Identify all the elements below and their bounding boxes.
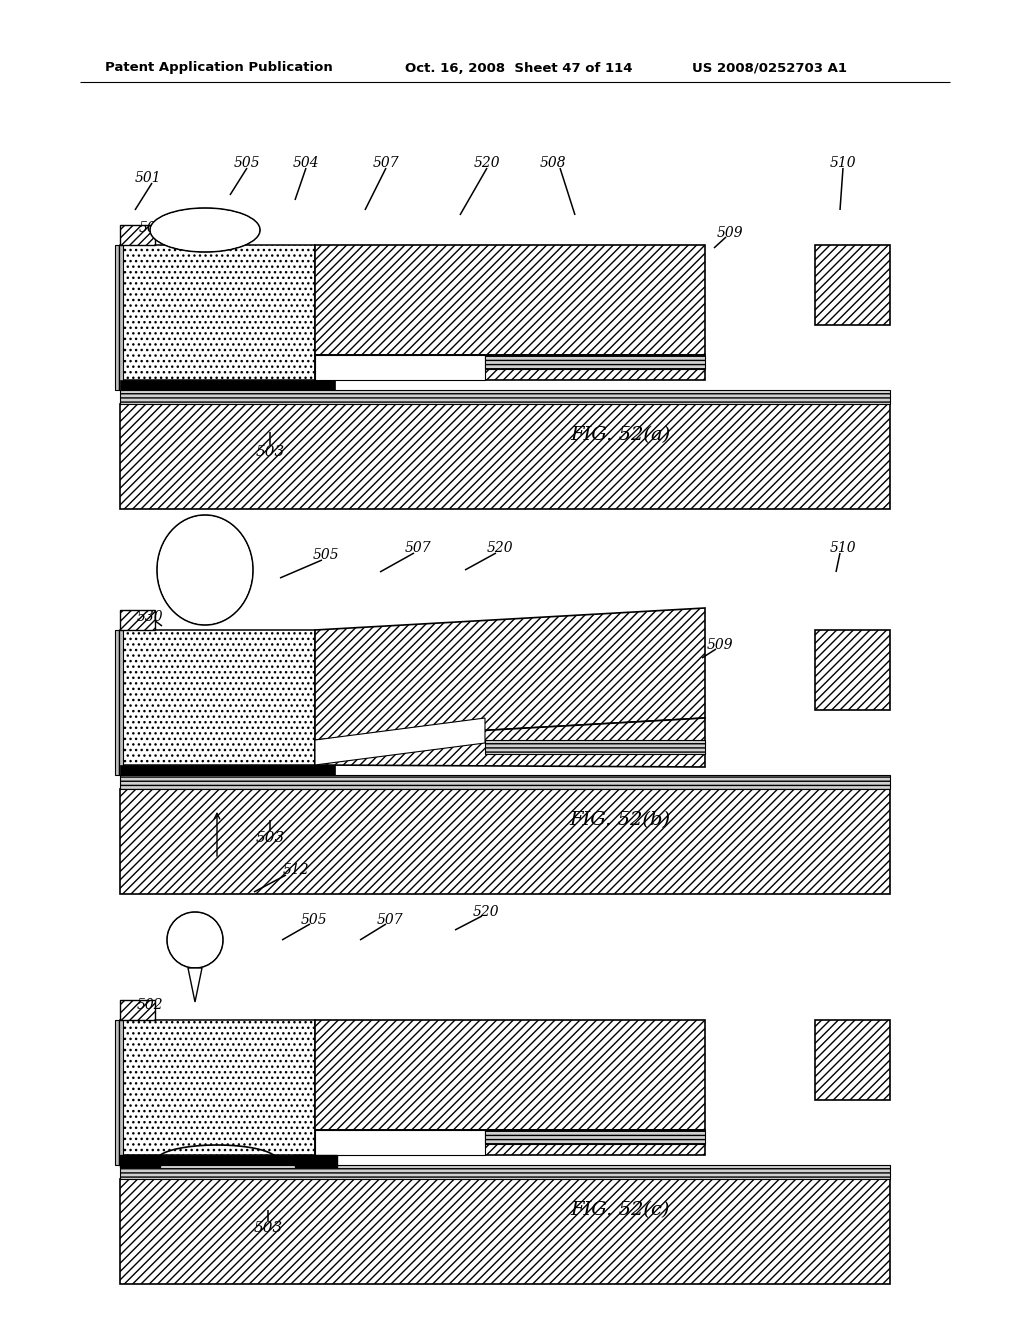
Text: 502: 502	[138, 220, 165, 235]
Bar	[815, 246, 890, 325]
Bar	[815, 630, 890, 710]
Bar	[120, 1179, 890, 1284]
Text: FIG. 52(c): FIG. 52(c)	[570, 1201, 670, 1218]
Text: FIG. 52(a): FIG. 52(a)	[570, 426, 670, 444]
Text: 503: 503	[253, 1221, 283, 1236]
Bar	[120, 389, 890, 404]
Ellipse shape	[150, 209, 260, 252]
Bar	[315, 355, 485, 380]
Bar	[120, 1155, 160, 1167]
Bar	[485, 355, 705, 370]
Bar	[115, 1020, 123, 1166]
Text: 510: 510	[829, 156, 856, 170]
Text: 507: 507	[373, 156, 399, 170]
Text: Oct. 16, 2008  Sheet 47 of 114: Oct. 16, 2008 Sheet 47 of 114	[406, 62, 633, 74]
Bar	[120, 1166, 890, 1179]
Bar	[485, 1130, 705, 1144]
Ellipse shape	[158, 516, 252, 624]
Bar	[120, 224, 155, 246]
Text: 520: 520	[474, 156, 501, 170]
Bar	[120, 1001, 155, 1020]
Bar	[315, 1130, 485, 1155]
Text: 503: 503	[255, 832, 285, 845]
Text: 530: 530	[136, 610, 163, 624]
Bar	[120, 404, 890, 510]
Polygon shape	[315, 718, 705, 767]
Bar	[120, 789, 890, 894]
Bar	[120, 630, 315, 766]
Text: 509: 509	[717, 226, 743, 240]
Text: 507: 507	[377, 913, 403, 927]
Bar	[485, 741, 705, 754]
Bar	[120, 1020, 315, 1155]
Bar	[120, 1155, 335, 1166]
Text: 520: 520	[473, 906, 500, 919]
Bar	[120, 246, 315, 380]
Bar	[315, 355, 705, 380]
Polygon shape	[188, 968, 202, 1002]
Text: 509: 509	[707, 638, 733, 652]
Bar	[315, 1020, 705, 1130]
Text: 507: 507	[404, 541, 431, 554]
Text: Patent Application Publication: Patent Application Publication	[105, 62, 333, 74]
Text: 508: 508	[540, 156, 566, 170]
Polygon shape	[315, 609, 705, 741]
Bar	[295, 1155, 337, 1167]
Circle shape	[168, 913, 222, 968]
Ellipse shape	[157, 515, 253, 624]
Bar	[315, 246, 705, 355]
Text: 510: 510	[829, 541, 856, 554]
Bar	[815, 1020, 890, 1100]
Circle shape	[167, 912, 223, 968]
Bar	[315, 1130, 705, 1155]
Text: 520: 520	[486, 541, 513, 554]
Text: US 2008/0252703 A1: US 2008/0252703 A1	[692, 62, 847, 74]
Bar	[115, 246, 123, 389]
Bar	[115, 630, 123, 775]
Bar	[120, 380, 335, 389]
Bar	[120, 775, 890, 789]
Bar	[120, 766, 335, 775]
Text: 501: 501	[135, 172, 162, 185]
Text: FIG. 52(b): FIG. 52(b)	[569, 810, 671, 829]
Ellipse shape	[151, 209, 259, 251]
Polygon shape	[315, 718, 485, 766]
Text: 505: 505	[312, 548, 339, 562]
Text: 512: 512	[283, 863, 309, 876]
Bar	[120, 610, 155, 630]
Text: 505: 505	[233, 156, 260, 170]
Text: 503: 503	[255, 445, 285, 459]
Text: 504: 504	[293, 156, 319, 170]
Text: 502: 502	[136, 998, 163, 1012]
Text: 505: 505	[301, 913, 328, 927]
